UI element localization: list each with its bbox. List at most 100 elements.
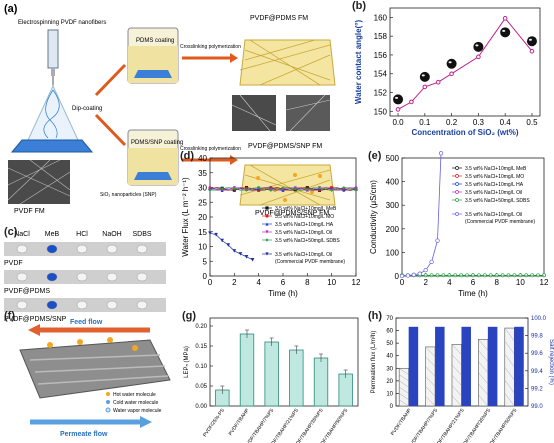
legend-marker [455,212,459,216]
commercial-marker [417,271,422,276]
flux-hatch [478,394,489,407]
commercial-marker [429,259,434,264]
x-tick-label: 4 [447,278,452,287]
data-point [395,107,401,112]
y-tick-label: 15 [198,228,207,237]
panel-a: (a) Electrospinning PVDF nanofibers PVDF… [0,0,340,218]
commercial-line [401,153,442,277]
data-point [422,84,428,90]
commercial-marker [435,238,440,243]
y2-axis-label: Salt rejection (%) [548,339,554,385]
y-tick-label: 25 [198,198,207,207]
legend-text: 3.5 wt% NaCl+50mg/L SDBS [275,238,340,244]
flux-bar [398,367,409,407]
commercial-marker [250,257,255,262]
panel-a-schematic: (a) Electrospinning PVDF nanofibers PVDF… [4,3,336,217]
flux-hatch [399,374,409,382]
product1-sem-image [232,95,276,131]
md-schematic: Feed flow Permeate flow Hot water molecu… [19,319,171,438]
y-tick-label: 70 [386,316,393,322]
x-tick-label: 8 [494,278,499,287]
droplet-highlight-icon [502,29,506,32]
flux-bar [451,344,462,407]
x-tick-label: 0.3 [473,118,485,127]
row-label: PVDF@PDMS/SNP [4,316,67,323]
flux-hatch [399,386,409,394]
data-point [529,48,535,54]
legend-marker [265,230,269,234]
y-tick-label: 0 [395,272,400,281]
y-tick-label: 200 [386,225,400,234]
droplet-icon [16,300,28,310]
y-tick-label: 500 [386,154,400,163]
panel-g: (g) 0.00 0.05 0.10 0.15 0.20 LEPₙ (MPa) PVDF/2… [180,310,366,443]
commercial-marker [238,252,243,256]
legend-text: 3.5 wt% NaCl+50mg/L SDBS [465,198,530,204]
x-tick-label: 2 [423,278,428,287]
plot-frame [209,317,359,407]
series-marker [208,188,212,192]
y-tick-label: 0.20 [195,324,207,330]
droplet-highlight-icon [528,38,532,41]
y-tick-label: 154 [374,70,388,79]
pdms-beaker-icon [127,27,179,84]
product2-sem-image [286,95,330,131]
droplet-icon [526,36,537,47]
pvdf-fm-label: PVDF FM [14,208,45,215]
data-point [409,99,414,105]
droplet-icon [473,41,484,52]
column-label: NaOH [102,231,121,238]
y-tick-label: 35 [198,169,207,178]
y2-tick-label: 100.0 [531,316,547,322]
flux-hatch [451,354,462,366]
panel-e: (e) 0 2 4 6 8 10 12 0 100 200 300 400 500 Time (h) Con… [368,148,554,308]
commercial-marker [226,243,231,247]
y-tick-label: 0.10 [195,364,207,370]
droplet-icon [419,71,430,82]
row-label: PVDF [4,260,23,267]
series-marker [269,188,273,192]
pdms-snp-coating-label: PDMS/SNP coating [131,140,183,146]
y-tick-label: 20 [198,213,207,222]
commercial-marker [214,232,218,237]
y-tick-label: 300 [386,201,400,210]
legend-text: 3.5 wt% NaCl+10mg/L HA [275,222,334,228]
commercial-marker [244,255,249,259]
droplet-icon [46,300,58,310]
x-tick-label: PVDF/TBAHP [228,407,251,437]
commercial-marker [208,231,212,236]
series-marker [305,187,309,191]
droplet-icon [76,272,88,282]
x-axis-label: Time (h) [458,289,488,298]
bar [289,349,304,407]
droplet-icon [16,272,28,282]
droplet-highlight-icon [395,96,399,99]
flux-hatch [504,327,515,342]
bar [239,333,255,407]
collector-mesh-icon [10,139,94,153]
chart-h: 0 10 20 30 40 50 60 70 99.0 99.2 99.4 99.6 99.8 100.0… [371,316,554,443]
flux-hatch [451,364,462,376]
flux-hatch [478,361,489,373]
column-label: SDBS [132,231,151,238]
x-axis-label: Time (h) [268,289,298,298]
flux-hatch [504,392,515,407]
feed-flow-label: Feed flow [70,319,103,326]
cold-legend-dot-icon [106,400,110,404]
legend-hot: Hot water molecule [113,392,156,398]
rejection-bar [514,326,524,406]
chart-g: 0.00 0.05 0.10 0.15 0.20 LEPₙ (MPa) PVDF/25%-P… [184,317,359,443]
y-tick-label: 10 [198,243,207,252]
y-tick-label: 0 [390,404,394,410]
flux-hatch [504,366,515,381]
flux-hatch [399,380,409,388]
series-marker [281,186,285,190]
hot-legend-dot-icon [106,392,110,396]
x-tick-label: 0.4 [500,118,512,127]
y-tick-label: 100 [386,248,400,257]
y2-tick-label: 99.2 [531,386,543,392]
x-axis-label: Concentration of SiO₂ (wt%) [411,128,518,137]
series-marker [245,188,248,192]
column-label: MeB [45,231,60,238]
legend-marker [265,238,269,242]
